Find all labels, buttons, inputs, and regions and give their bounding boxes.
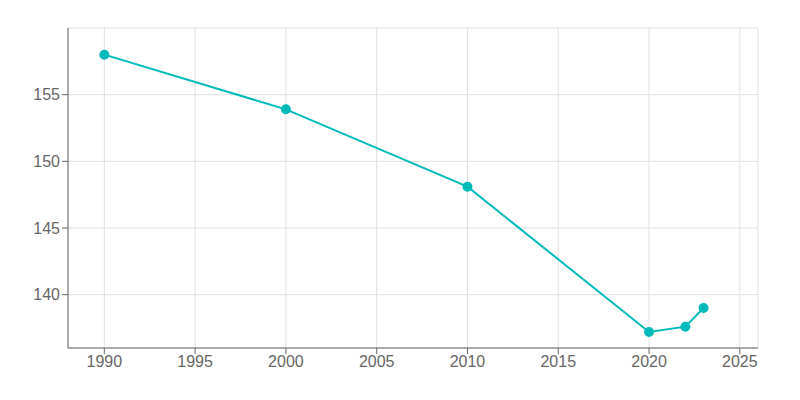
svg-text:2020: 2020 (631, 353, 667, 370)
svg-text:150: 150 (33, 153, 60, 170)
svg-text:2015: 2015 (540, 353, 576, 370)
svg-text:140: 140 (33, 286, 60, 303)
svg-text:2025: 2025 (722, 353, 758, 370)
svg-text:2010: 2010 (450, 353, 486, 370)
svg-text:2005: 2005 (359, 353, 395, 370)
svg-text:155: 155 (33, 86, 60, 103)
svg-text:1995: 1995 (177, 353, 213, 370)
svg-text:1990: 1990 (87, 353, 123, 370)
svg-text:145: 145 (33, 220, 60, 237)
svg-text:2000: 2000 (268, 353, 304, 370)
